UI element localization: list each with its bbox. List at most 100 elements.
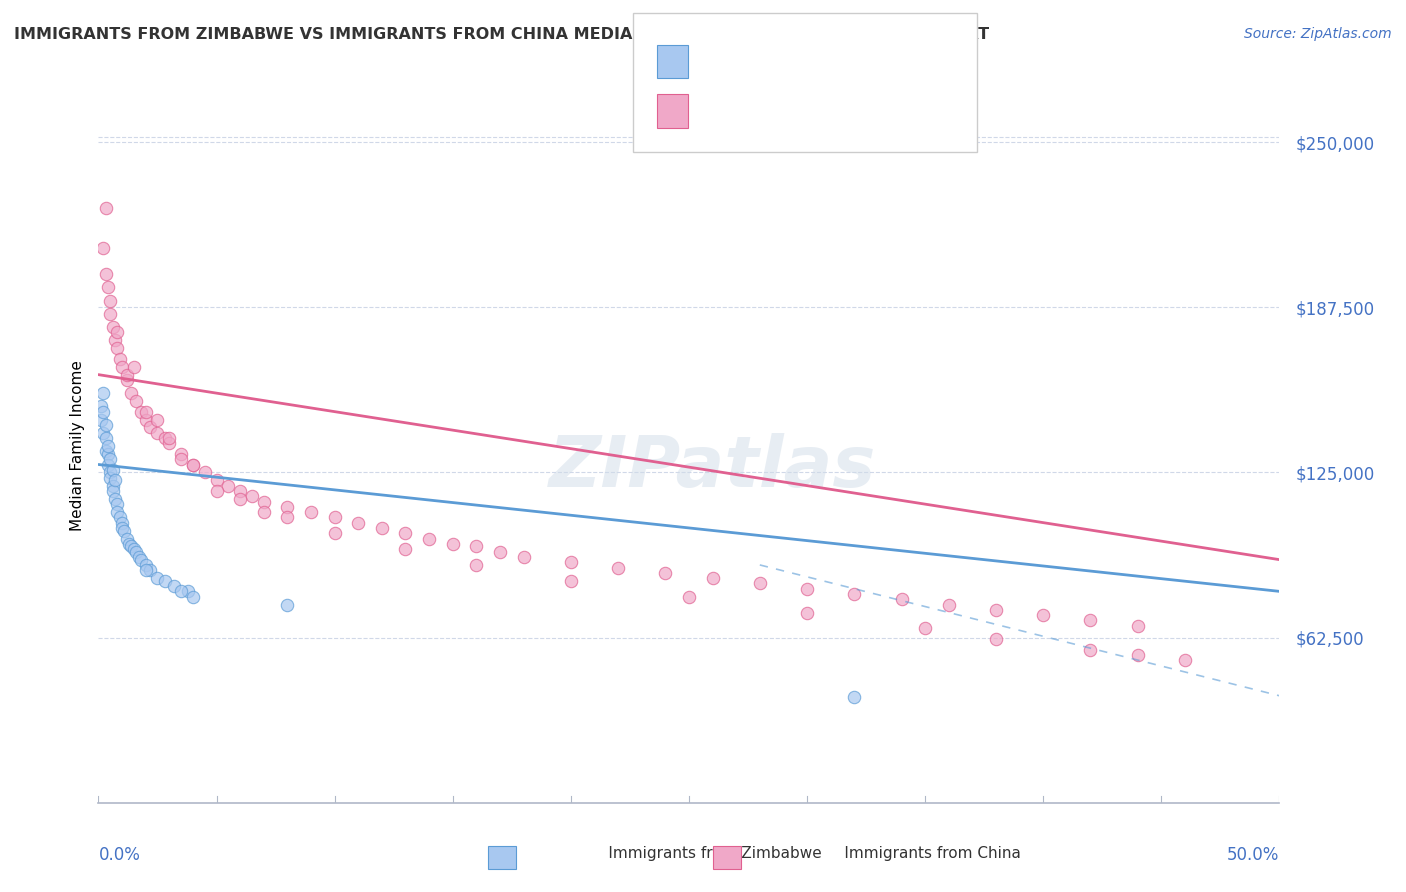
Point [94,267,117,281]
Point [135,412,157,426]
Point [135,404,157,418]
Point [111,521,134,535]
Point [98,307,121,321]
Point [181,590,204,604]
Point [170,447,193,461]
Text: IMMIGRANTS FROM ZIMBABWE VS IMMIGRANTS FROM CHINA MEDIAN FAMILY INCOME CORRELATI: IMMIGRANTS FROM ZIMBABWE VS IMMIGRANTS F… [14,27,990,42]
Point [441,537,464,551]
Point [91,425,114,440]
Point [394,542,416,557]
Text: ZIPatlas: ZIPatlas [548,433,876,502]
Point [108,351,131,366]
Text: 50.0%: 50.0% [1227,846,1279,863]
Point [1126,618,1149,632]
Point [153,431,176,445]
Point [347,516,370,530]
Point [111,516,134,530]
Point [702,571,724,585]
Point [890,592,912,607]
Point [229,491,252,506]
Point [122,359,145,374]
Point [146,571,169,585]
Point [276,500,298,514]
Point [512,549,534,564]
Point [938,598,960,612]
Point [115,368,138,382]
Point [914,621,936,635]
Point [122,542,145,557]
Point [844,587,866,601]
Point [229,483,252,498]
Point [115,532,138,546]
Point [418,532,440,546]
Text: Immigrants from Zimbabwe: Immigrants from Zimbabwe [583,846,823,861]
Point [97,447,120,461]
Point [125,394,148,409]
Point [796,606,818,620]
Point [1032,608,1054,623]
Point [560,574,582,588]
Point [170,584,193,599]
Point [240,489,263,503]
Point [97,280,120,294]
Point [323,510,346,524]
Point [91,404,114,418]
Point [129,552,152,566]
Point [118,537,141,551]
Point [121,540,143,554]
Point [253,494,276,508]
Point [90,412,112,426]
Point [984,603,1007,617]
Point [98,466,121,480]
Point [101,463,124,477]
Point [177,584,200,599]
Point [101,478,124,492]
Point [105,341,128,355]
Point [678,590,700,604]
Point [157,431,180,445]
Text: 0.0%: 0.0% [98,846,141,863]
Point [217,478,239,492]
Point [91,241,114,255]
Point [135,563,157,577]
Point [128,549,150,564]
Point [299,505,322,519]
Point [91,386,114,401]
Point [94,444,117,458]
Point [115,373,138,387]
Point [101,320,124,334]
Point [394,526,416,541]
Point [108,510,131,524]
Point [135,558,157,572]
Point [465,540,488,554]
Point [489,545,512,559]
Point [146,412,169,426]
Point [105,505,128,519]
Point [276,598,298,612]
Point [371,521,394,535]
Point [205,483,228,498]
Y-axis label: Median Family Income: Median Family Income [69,360,84,532]
Point [1174,653,1197,667]
Point [104,474,127,488]
Point [465,558,488,572]
Point [607,560,630,574]
Point [1080,642,1102,657]
Text: R =  -0.198   N = 43: R = -0.198 N = 43 [699,51,853,66]
Point [1126,648,1149,662]
Point [163,579,186,593]
Point [153,574,176,588]
Point [205,474,228,488]
Point [104,333,127,347]
Point [796,582,818,596]
Point [98,293,121,308]
Point [139,563,162,577]
Point [94,431,117,445]
Point [101,483,124,498]
Point [98,452,121,467]
Point [94,417,117,432]
Point [121,386,143,401]
Point [146,425,169,440]
Point [125,545,148,559]
Point [654,566,676,580]
